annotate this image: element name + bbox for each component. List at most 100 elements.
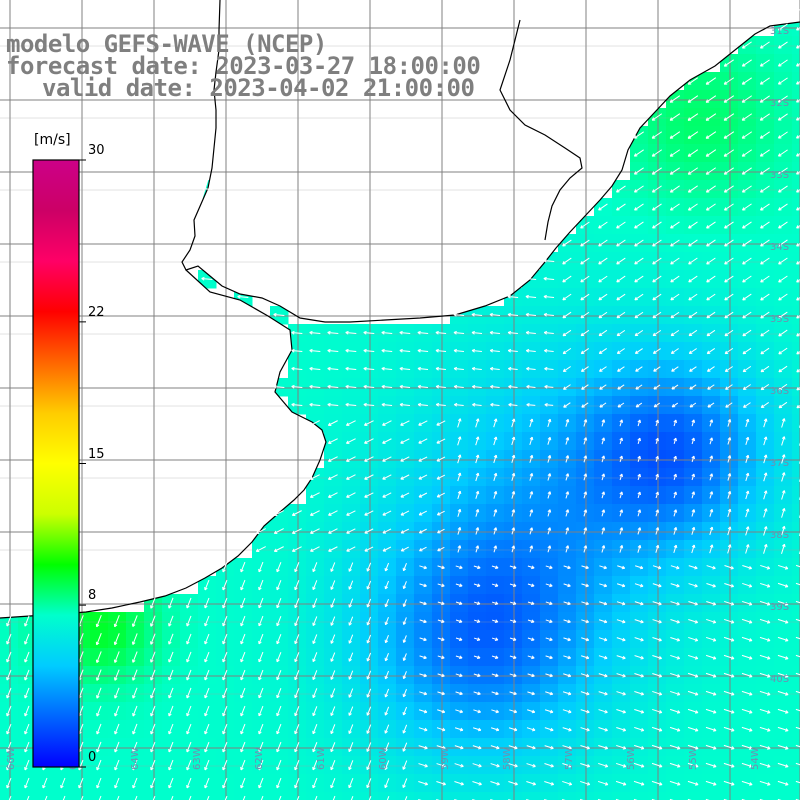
wind-arrow xyxy=(705,113,717,121)
longitude-label: 60W xyxy=(378,747,389,770)
wind-arrow xyxy=(777,77,788,85)
wind-cell xyxy=(792,756,800,775)
wind-cell xyxy=(648,792,667,800)
wind-arrow xyxy=(741,113,753,121)
wind-arrow xyxy=(741,77,752,85)
latitude-label: 33S xyxy=(770,170,789,181)
wind-cell xyxy=(234,792,253,800)
wind-cell xyxy=(216,792,235,800)
latitude-label: 34S xyxy=(770,242,789,253)
wind-cell xyxy=(792,486,800,505)
coastline-south xyxy=(0,269,327,619)
wind-cell xyxy=(792,54,800,73)
wind-cell xyxy=(324,792,343,800)
wind-cell xyxy=(792,702,800,721)
wind-cell xyxy=(756,792,775,800)
colorbar-tick-label: 15 xyxy=(88,446,105,462)
wind-cell xyxy=(738,792,757,800)
wind-cell xyxy=(792,684,800,703)
wind-cell xyxy=(360,792,379,800)
wind-cell xyxy=(792,792,800,800)
wind-cell xyxy=(72,792,91,800)
wind-cell xyxy=(792,396,800,415)
wind-cell xyxy=(792,720,800,739)
land-mask xyxy=(0,0,800,322)
wind-arrow xyxy=(760,41,770,49)
wind-cell xyxy=(288,792,307,800)
wind-cell xyxy=(792,378,800,397)
wind-cell xyxy=(792,666,800,685)
wind-cell xyxy=(414,792,433,800)
wind-cell xyxy=(792,594,800,613)
latitude-label: 37S xyxy=(770,458,789,469)
wind-arrow xyxy=(741,149,752,157)
longitude-label: 54W xyxy=(750,747,761,770)
wind-arrow xyxy=(687,149,699,157)
wind-arrow xyxy=(723,149,735,157)
wind-arrow xyxy=(796,45,800,49)
wind-arrow xyxy=(777,95,788,103)
latitude-label: 35S xyxy=(770,314,789,325)
wind-cell xyxy=(558,792,577,800)
wind-cell xyxy=(792,360,800,379)
colorbar-tick-label: 22 xyxy=(88,304,105,320)
coastline-estuary xyxy=(499,19,583,241)
longitude-label: 62W xyxy=(254,747,265,770)
wind-cell xyxy=(450,792,469,800)
wind-cell xyxy=(792,522,800,541)
wind-arrow xyxy=(687,131,699,139)
longitude-label: 56W xyxy=(626,747,637,770)
wind-cell xyxy=(306,792,325,800)
wind-cell xyxy=(342,792,361,800)
wind-arrow xyxy=(759,77,770,85)
wind-cell xyxy=(792,738,800,757)
wind-arrow xyxy=(651,113,663,121)
wind-cell xyxy=(792,324,800,343)
wind-cell xyxy=(792,342,800,361)
wind-cell xyxy=(792,612,800,631)
coastline-north xyxy=(181,0,800,323)
wind-arrow xyxy=(651,131,663,139)
wind-arrow xyxy=(723,59,734,67)
wind-cell xyxy=(792,234,800,253)
wind-arrow xyxy=(796,63,800,67)
wind-cell xyxy=(594,792,613,800)
wind-arrow xyxy=(777,131,788,139)
wind-arrow xyxy=(759,149,770,157)
wind-cell xyxy=(792,252,800,271)
title-valid-date: valid date: 2023-04-02 21:00:00 xyxy=(42,74,475,102)
wind-arrow xyxy=(687,77,699,85)
longitude-label: 59W xyxy=(440,747,451,770)
wind-cell xyxy=(486,792,505,800)
wind-arrow xyxy=(723,95,735,103)
wind-cell xyxy=(468,792,487,800)
wind-cell xyxy=(792,540,800,559)
longitude-label: 66W xyxy=(6,747,17,770)
wind-arrow xyxy=(723,131,735,139)
wind-cell xyxy=(198,792,217,800)
wind-cell xyxy=(540,792,559,800)
latitude-label: 39S xyxy=(770,602,789,613)
wind-cell xyxy=(666,792,685,800)
wind-arrow xyxy=(687,113,699,121)
wind-arrow xyxy=(723,77,735,85)
wind-arrow xyxy=(705,131,717,139)
wind-arrow xyxy=(669,113,681,121)
wind-cell xyxy=(792,216,800,235)
wind-vectors xyxy=(6,9,800,800)
wind-arrow xyxy=(705,95,717,103)
wind-arrow xyxy=(778,41,788,49)
wind-cell xyxy=(792,270,800,289)
wind-arrow xyxy=(741,131,753,139)
wind-cell xyxy=(792,144,800,163)
wind-arrow xyxy=(777,113,788,121)
wind-arrow xyxy=(705,149,717,157)
wind-arrow xyxy=(778,59,788,67)
wind-arrow xyxy=(759,131,770,139)
wind-cell xyxy=(792,162,800,181)
longitude-label: 58W xyxy=(502,747,513,770)
wind-cell xyxy=(792,468,800,487)
